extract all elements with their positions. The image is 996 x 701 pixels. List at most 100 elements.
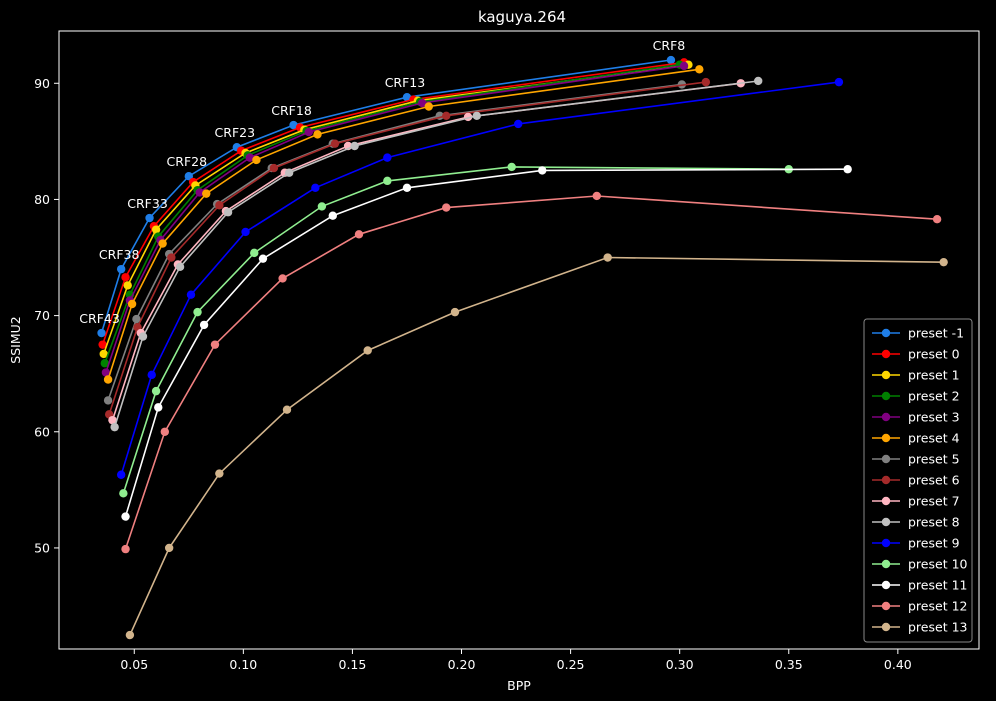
data-point <box>154 403 163 412</box>
crf-annotation: CRF33 <box>127 196 168 211</box>
data-point <box>121 273 130 282</box>
data-point <box>101 368 111 377</box>
legend-label: preset 7 <box>908 494 960 509</box>
data-point <box>754 76 763 86</box>
data-point <box>363 346 372 355</box>
data-point <box>164 543 174 553</box>
x-axis-label: BPP <box>507 678 531 693</box>
data-point <box>282 405 292 414</box>
legend-label: preset 4 <box>908 431 960 446</box>
data-point <box>250 248 259 258</box>
data-point <box>138 332 148 341</box>
series-line <box>107 68 700 380</box>
series-line <box>120 81 840 476</box>
legend-item: preset 0 <box>872 347 960 362</box>
legend-marker <box>881 580 891 590</box>
legend-item: preset 9 <box>872 536 960 551</box>
crf-annotation: CRF8 <box>653 38 686 53</box>
data-point <box>103 375 113 384</box>
plot-area <box>97 55 948 640</box>
legend-item: preset 1 <box>872 368 960 383</box>
series-preset-11 <box>121 165 852 521</box>
axes-frame <box>58 30 980 650</box>
series-preset-4 <box>103 65 704 384</box>
series-line <box>124 195 938 550</box>
data-point <box>252 155 261 165</box>
data-point <box>99 349 108 359</box>
data-point <box>100 359 110 368</box>
legend-label: preset 9 <box>908 536 960 551</box>
data-point <box>354 230 364 239</box>
data-point <box>317 202 327 211</box>
data-point <box>160 427 170 436</box>
legend-label: preset 10 <box>908 557 968 572</box>
data-point <box>199 320 209 330</box>
series-line <box>101 61 685 345</box>
series-preset--1 <box>97 55 676 338</box>
legend-marker <box>881 349 891 359</box>
legend-label: preset 5 <box>908 452 960 467</box>
legend-label: preset 0 <box>908 347 960 362</box>
legend-label: preset 13 <box>908 620 967 635</box>
data-point <box>402 183 412 193</box>
x-tick-label: 0.15 <box>339 657 367 672</box>
y-tick-label: 60 <box>34 424 50 439</box>
data-point <box>132 314 141 324</box>
data-point <box>186 290 196 299</box>
legend: preset -1 preset 0 preset 1 preset 2 preset … <box>863 318 973 643</box>
series-preset-8 <box>110 76 763 432</box>
x-tick-label: 0.25 <box>557 657 585 672</box>
x-tick-label: 0.05 <box>120 657 148 672</box>
data-point <box>383 176 392 186</box>
data-point <box>383 153 392 162</box>
data-point <box>116 470 126 479</box>
y-tick-label: 70 <box>34 308 50 323</box>
data-point <box>269 163 279 173</box>
legend-marker <box>881 538 891 548</box>
data-point <box>442 111 451 121</box>
data-point <box>158 239 167 248</box>
legend-label: preset 3 <box>908 410 960 425</box>
legend-label: preset 11 <box>908 578 967 593</box>
data-point <box>193 307 202 317</box>
legend-item: preset 2 <box>872 389 960 404</box>
series-preset-13 <box>125 253 948 640</box>
data-point <box>666 55 676 65</box>
data-point <box>175 262 185 272</box>
series-line <box>129 256 944 636</box>
data-point <box>418 98 427 108</box>
data-point <box>121 512 130 521</box>
data-point <box>313 130 322 139</box>
legend-marker <box>881 328 891 338</box>
legend-marker <box>881 517 891 527</box>
data-point <box>167 253 176 262</box>
crf-annotation: CRF18 <box>271 103 312 118</box>
legend-item: preset 8 <box>872 515 960 530</box>
legend-item: preset 4 <box>872 431 960 446</box>
legend-item: preset 13 <box>872 620 967 635</box>
legend-marker <box>881 622 891 632</box>
data-point <box>939 257 948 267</box>
x-tick-label: 0.20 <box>448 657 476 672</box>
data-point <box>514 119 523 129</box>
crf-annotation: CRF13 <box>385 75 426 90</box>
data-point <box>932 214 942 224</box>
data-point <box>98 340 107 349</box>
legend-label: preset 1 <box>908 368 960 383</box>
legend-item: preset 3 <box>872 410 960 425</box>
data-point <box>121 544 130 554</box>
legend-marker <box>881 433 891 443</box>
data-point <box>151 386 161 396</box>
data-point <box>195 188 204 197</box>
series-line <box>105 65 685 373</box>
data-point <box>116 264 126 274</box>
chart-title: kaguya.264 <box>478 8 566 26</box>
series-line <box>124 168 848 517</box>
legend-marker <box>881 559 891 569</box>
data-point <box>145 213 154 223</box>
data-point <box>223 208 233 217</box>
legend-label: preset 12 <box>908 599 967 614</box>
data-point <box>592 191 601 201</box>
